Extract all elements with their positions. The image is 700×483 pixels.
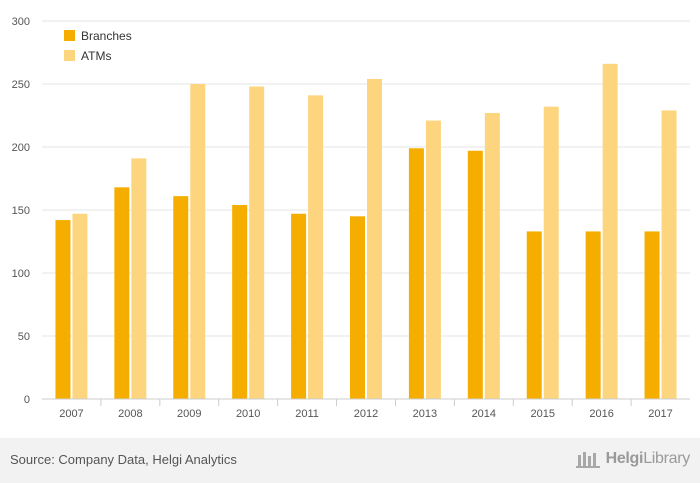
y-tick-label: 50 (18, 331, 30, 343)
x-tick-label: 2015 (530, 408, 554, 420)
bar-branches-2008 (114, 187, 130, 399)
brand-name: HelgiLibrary (605, 450, 691, 468)
source-note: Source: Company Data, Helgi Analytics (10, 452, 237, 467)
bar-branches-2012 (350, 216, 365, 399)
y-tick-label: 200 (12, 142, 30, 154)
y-tick-label: 250 (12, 79, 30, 91)
bar-branches-2017 (644, 231, 660, 399)
bar-atms-2007 (72, 213, 88, 399)
x-axis: 2007 2008 2009 2010 2011 2012 2013 2014 2015 2016… (42, 398, 690, 420)
legend-swatch-atms (64, 50, 75, 61)
bar-atms-2011 (308, 95, 324, 399)
bar-atms-2016 (602, 63, 618, 400)
x-tick-label: 2012 (354, 408, 378, 420)
x-tick-label: 2016 (589, 408, 613, 420)
brand-logo[interactable]: HelgiLibrary (575, 448, 691, 470)
y-tick-label: 0 (24, 394, 30, 406)
brand-name-light: Library (643, 450, 690, 467)
bar-branches-2015 (526, 231, 542, 399)
bar-atms-2010 (249, 86, 265, 400)
x-tick-label: 2017 (648, 408, 672, 420)
x-tick-label: 2014 (472, 408, 496, 420)
x-tick-label: 2011 (295, 408, 319, 420)
y-tick-label: 100 (12, 268, 30, 280)
legend-label-atms: ATMs (81, 49, 111, 63)
bar-branches-2013 (408, 148, 424, 399)
legend-swatch-branches (64, 30, 75, 41)
x-tick-label: 2010 (236, 408, 260, 420)
bar-atms-2017 (661, 110, 677, 400)
bar-branches-2009 (173, 196, 189, 399)
bar-atms-2008 (131, 158, 147, 399)
x-tick-label: 2009 (177, 408, 201, 420)
bar-branches-2016 (585, 231, 601, 399)
bar-atms-2014 (484, 112, 500, 399)
bars (55, 63, 677, 400)
bar-branches-2007 (55, 220, 71, 399)
legend: Branches ATMs (64, 29, 132, 63)
x-tick-label: 2008 (118, 408, 142, 420)
footer: Source: Company Data, Helgi Analytics He… (0, 438, 700, 483)
bar-atms-2013 (425, 120, 441, 399)
x-tick-label: 2007 (59, 408, 83, 420)
bar-atms-2009 (190, 84, 206, 399)
y-tick-label: 150 (12, 205, 30, 217)
y-axis: 0 50 100 150 200 250 300 (12, 16, 30, 406)
bar-branches-2010 (232, 204, 248, 399)
bar-branches-2011 (291, 213, 307, 399)
brand-name-bold: Helgi (605, 450, 644, 467)
bar-atms-2012 (367, 78, 382, 400)
library-logo-icon (575, 452, 600, 468)
legend-label-branches: Branches (81, 29, 132, 43)
bar-branches-2014 (467, 150, 483, 399)
y-tick-label: 300 (12, 16, 30, 28)
gridlines (42, 20, 690, 337)
bar-atms-2015 (543, 106, 559, 400)
x-tick-label: 2013 (413, 408, 437, 420)
